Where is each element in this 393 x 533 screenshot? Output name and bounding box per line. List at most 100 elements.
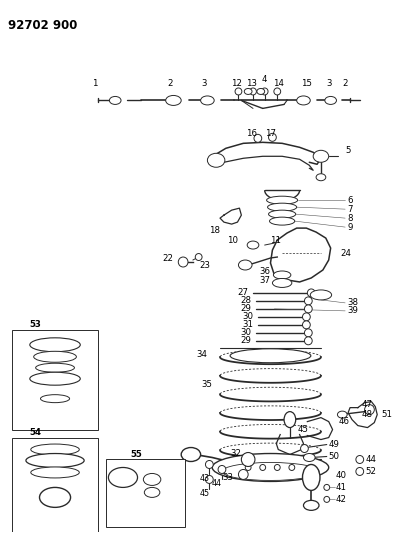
- Ellipse shape: [268, 133, 276, 141]
- Text: 30: 30: [242, 312, 253, 321]
- Ellipse shape: [239, 260, 252, 270]
- Text: 13: 13: [246, 79, 257, 88]
- Ellipse shape: [36, 364, 74, 372]
- Ellipse shape: [324, 484, 330, 490]
- Text: 45: 45: [199, 489, 209, 498]
- Bar: [105, 459, 185, 527]
- Ellipse shape: [208, 154, 225, 167]
- Text: 53: 53: [30, 320, 42, 329]
- Text: 45: 45: [298, 425, 309, 434]
- Ellipse shape: [303, 454, 315, 462]
- Ellipse shape: [316, 174, 326, 181]
- Text: 10: 10: [228, 236, 239, 245]
- Text: 34: 34: [196, 350, 208, 359]
- Ellipse shape: [274, 464, 280, 471]
- Text: 2: 2: [342, 79, 348, 88]
- Ellipse shape: [222, 463, 319, 480]
- Text: 54: 54: [30, 428, 42, 437]
- Text: 5: 5: [345, 146, 351, 155]
- Text: 52: 52: [365, 467, 376, 476]
- Ellipse shape: [254, 134, 262, 142]
- Ellipse shape: [181, 448, 200, 462]
- Text: 42: 42: [336, 495, 347, 504]
- Ellipse shape: [303, 313, 310, 321]
- Ellipse shape: [178, 257, 188, 267]
- Text: 9: 9: [347, 223, 353, 232]
- Ellipse shape: [241, 453, 255, 466]
- Ellipse shape: [31, 467, 79, 478]
- Text: 22: 22: [162, 254, 173, 263]
- Text: 1: 1: [92, 79, 97, 88]
- Text: 39: 39: [347, 306, 358, 316]
- Ellipse shape: [284, 411, 296, 427]
- Ellipse shape: [260, 464, 266, 471]
- Ellipse shape: [274, 88, 281, 95]
- Ellipse shape: [235, 88, 242, 95]
- Ellipse shape: [325, 96, 336, 104]
- Text: 12: 12: [231, 79, 242, 88]
- Ellipse shape: [338, 411, 347, 418]
- Ellipse shape: [31, 444, 79, 455]
- Ellipse shape: [166, 95, 181, 106]
- Text: 29: 29: [240, 304, 251, 313]
- Ellipse shape: [26, 454, 84, 467]
- Text: 28: 28: [240, 296, 251, 305]
- Text: 17: 17: [265, 129, 276, 138]
- Text: 36: 36: [259, 268, 270, 277]
- Text: 46: 46: [338, 417, 349, 426]
- Text: 33: 33: [222, 473, 233, 482]
- Text: 15: 15: [301, 79, 312, 88]
- Text: 8: 8: [347, 214, 353, 223]
- Ellipse shape: [239, 470, 248, 480]
- Ellipse shape: [266, 196, 298, 204]
- Ellipse shape: [305, 305, 312, 313]
- Ellipse shape: [356, 456, 364, 464]
- Ellipse shape: [270, 217, 295, 225]
- Ellipse shape: [303, 321, 310, 329]
- Ellipse shape: [268, 203, 297, 211]
- Ellipse shape: [244, 88, 252, 94]
- Ellipse shape: [268, 210, 296, 218]
- Ellipse shape: [206, 475, 213, 483]
- Ellipse shape: [257, 88, 264, 94]
- Ellipse shape: [34, 351, 76, 362]
- Text: 7: 7: [347, 205, 353, 214]
- Bar: [12, 330, 98, 430]
- Ellipse shape: [303, 500, 319, 511]
- Ellipse shape: [303, 464, 320, 490]
- Ellipse shape: [40, 487, 71, 507]
- Text: 44: 44: [212, 479, 222, 488]
- Text: 48: 48: [362, 410, 373, 419]
- Text: 50: 50: [329, 452, 340, 461]
- Ellipse shape: [297, 96, 310, 105]
- Text: 14: 14: [273, 79, 284, 88]
- Ellipse shape: [143, 473, 161, 486]
- Ellipse shape: [245, 464, 251, 471]
- Text: 16: 16: [246, 129, 257, 138]
- Ellipse shape: [108, 467, 138, 487]
- Text: 40: 40: [336, 471, 347, 480]
- Ellipse shape: [356, 467, 364, 475]
- Text: 3: 3: [326, 79, 331, 88]
- Ellipse shape: [200, 96, 214, 105]
- Ellipse shape: [218, 465, 226, 473]
- Ellipse shape: [365, 405, 374, 415]
- Text: 47: 47: [362, 400, 373, 409]
- Ellipse shape: [305, 329, 312, 337]
- Ellipse shape: [305, 337, 312, 345]
- Text: 23: 23: [200, 261, 211, 270]
- Ellipse shape: [324, 496, 330, 503]
- Ellipse shape: [30, 372, 80, 385]
- Text: 37: 37: [259, 277, 270, 286]
- Text: 38: 38: [347, 298, 358, 308]
- Text: 4: 4: [262, 75, 267, 84]
- Text: 2: 2: [168, 79, 173, 88]
- Ellipse shape: [40, 394, 70, 402]
- Text: 29: 29: [240, 336, 251, 345]
- Text: 41: 41: [336, 483, 347, 492]
- Text: 6: 6: [347, 196, 353, 205]
- Ellipse shape: [310, 290, 332, 300]
- Text: 32: 32: [230, 449, 241, 458]
- Ellipse shape: [307, 289, 315, 297]
- Text: 31: 31: [242, 320, 253, 329]
